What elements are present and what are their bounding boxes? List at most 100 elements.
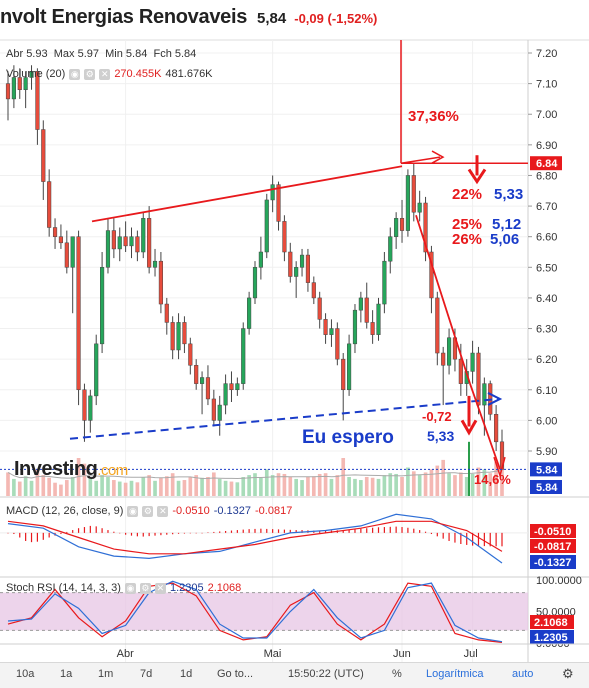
- candle-body: [247, 297, 252, 329]
- macd-histogram-bar: [60, 532, 62, 535]
- candle-body: [423, 202, 428, 253]
- decline-trendline-2: [469, 383, 501, 470]
- price-tick-label: 6.70: [536, 201, 557, 213]
- rsi-value-1: 1.2305: [169, 582, 204, 594]
- macd-histogram-bar: [377, 527, 380, 533]
- macd-histogram-bar: [48, 532, 50, 538]
- candle-body: [76, 236, 81, 391]
- candle-body: [152, 260, 158, 268]
- annotation-delta: -0,72: [422, 409, 452, 424]
- volume-bar: [170, 473, 175, 496]
- volume-bar: [59, 484, 63, 496]
- eye-icon[interactable]: ◉: [127, 505, 139, 517]
- candle-body: [229, 383, 234, 391]
- macd-histogram-bar: [324, 530, 327, 533]
- candle-body: [100, 267, 105, 345]
- annotation-pct-26: 26%: [452, 231, 482, 248]
- candle-body: [270, 184, 275, 201]
- candle-body: [88, 395, 93, 421]
- candle-body: [288, 251, 293, 277]
- candle-body: [370, 322, 375, 335]
- macd-histogram-bar: [266, 528, 268, 533]
- range-1d-button[interactable]: 1d: [180, 668, 193, 680]
- percent-toggle[interactable]: %: [392, 668, 402, 680]
- range-1m-button[interactable]: 1m: [98, 668, 114, 680]
- macd-series-line: [7, 513, 503, 564]
- candle-body: [117, 236, 122, 250]
- volume-bar: [164, 476, 169, 496]
- gear-icon[interactable]: ⚙: [142, 505, 154, 517]
- macd-histogram-bar: [477, 532, 480, 546]
- macd-histogram-bar: [442, 532, 444, 539]
- range-7d-button[interactable]: 7d: [140, 668, 153, 680]
- range-1a-button[interactable]: 1a: [60, 668, 73, 680]
- settings-gear-icon[interactable]: ⚙: [562, 666, 574, 681]
- macd-histogram-bar: [95, 526, 97, 533]
- volume-bar: [82, 463, 87, 496]
- rsi-band: [0, 592, 528, 631]
- volume-bar: [441, 459, 446, 496]
- macd-histogram-bar: [89, 525, 91, 533]
- price-tick-label: 6.80: [536, 170, 557, 182]
- volume-bar: [12, 478, 16, 496]
- close-icon[interactable]: ✕: [157, 505, 169, 517]
- volume-bar: [259, 477, 263, 496]
- price-tick-label: 7.10: [536, 79, 557, 91]
- price-change: -0,09 (-1,52%): [294, 11, 378, 26]
- log-scale-toggle[interactable]: Logarítmica: [426, 668, 484, 680]
- candle-body: [82, 389, 87, 421]
- candle-body: [405, 175, 410, 231]
- macd-histogram-bar: [360, 528, 362, 533]
- price-tick-label: 6.40: [536, 293, 557, 305]
- volume-bar: [88, 478, 93, 496]
- macd-histogram-bar: [19, 532, 21, 538]
- volume-bar: [470, 473, 475, 496]
- min-value: 5.84: [125, 48, 148, 60]
- volume-bar: [335, 475, 340, 496]
- gear-icon[interactable]: ⚙: [84, 68, 96, 80]
- instrument-title: nvolt Energias Renovaveis: [0, 6, 248, 28]
- candle-body: [211, 398, 216, 421]
- macd-histogram-bar: [289, 529, 291, 533]
- close-icon[interactable]: ✕: [99, 68, 111, 80]
- macd-histogram-bar: [125, 532, 127, 535]
- goto-button[interactable]: Go to...: [217, 668, 254, 680]
- open-label: Abr: [6, 48, 24, 60]
- close-icon[interactable]: ✕: [154, 582, 166, 594]
- candle-body: [147, 218, 152, 268]
- volume-bar: [311, 476, 316, 496]
- close-value: 5.84: [174, 48, 197, 60]
- eye-icon[interactable]: ◉: [69, 68, 81, 80]
- volume-bar: [153, 480, 157, 496]
- macd-histogram-bar: [36, 532, 39, 542]
- volume-bar: [194, 475, 199, 496]
- volume-bar: [6, 472, 10, 496]
- volume-bar: [400, 477, 404, 496]
- candle-body: [470, 352, 475, 372]
- macd-histogram-bar: [272, 529, 274, 533]
- macd-histogram-bar: [172, 532, 174, 535]
- volume-bar: [447, 473, 451, 496]
- volume-bar: [347, 477, 351, 496]
- macd-histogram-bar: [277, 529, 280, 533]
- price-tag-label: 6.84: [536, 158, 558, 170]
- last-price: 5,84: [257, 10, 287, 27]
- eye-icon[interactable]: ◉: [124, 582, 136, 594]
- auto-scale-toggle[interactable]: auto: [512, 668, 534, 680]
- volume-bar: [370, 477, 375, 496]
- macd-histogram-bar: [166, 532, 168, 535]
- volume-bar: [94, 480, 99, 496]
- candle-body: [5, 83, 11, 100]
- candle-body: [382, 260, 387, 305]
- range-10a-button[interactable]: 10a: [16, 668, 35, 680]
- macd-histogram-bar: [219, 531, 221, 533]
- macd-histogram-bar: [177, 532, 180, 534]
- macd-histogram-bar: [195, 532, 197, 534]
- macd-histogram-bar: [407, 527, 409, 533]
- macd-histogram-bar: [236, 530, 238, 533]
- gear-icon[interactable]: ⚙: [139, 582, 151, 594]
- volume-bar: [100, 475, 104, 496]
- volume-bar: [453, 475, 457, 496]
- macd-histogram-bar: [471, 532, 474, 546]
